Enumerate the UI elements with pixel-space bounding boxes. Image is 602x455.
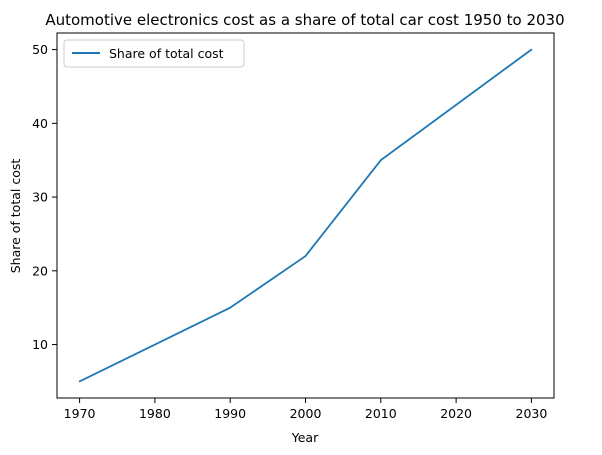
x-tick-label: 2020 (440, 406, 472, 421)
y-axis: 10 20 30 40 50 (32, 42, 57, 352)
y-tick-label: 50 (32, 42, 48, 57)
x-tick-label: 2000 (290, 406, 322, 421)
x-tick-label: 1970 (64, 406, 96, 421)
data-point (380, 159, 382, 161)
y-tick-label: 40 (32, 116, 48, 131)
y-tick-label: 10 (32, 337, 48, 352)
data-point (305, 255, 307, 257)
y-tick-label: 30 (32, 190, 48, 205)
series-line (80, 50, 532, 382)
x-tick-label: 2010 (365, 406, 397, 421)
data-point (79, 381, 81, 383)
x-tick-label: 1980 (139, 406, 171, 421)
data-point (229, 307, 231, 309)
x-tick-label: 1990 (214, 406, 246, 421)
x-axis: 1970 1980 1990 2000 2010 2020 2030 (64, 398, 548, 421)
x-tick-label: 2030 (516, 406, 548, 421)
legend: Share of total cost (64, 40, 244, 67)
data-point (531, 49, 533, 51)
chart-title: Automotive electronics cost as a share o… (45, 11, 564, 29)
series-layer (79, 49, 533, 383)
x-axis-label: Year (291, 430, 319, 445)
y-axis-label: Share of total cost (8, 159, 23, 274)
y-tick-label: 20 (32, 263, 48, 278)
legend-label: Share of total cost (109, 46, 224, 61)
